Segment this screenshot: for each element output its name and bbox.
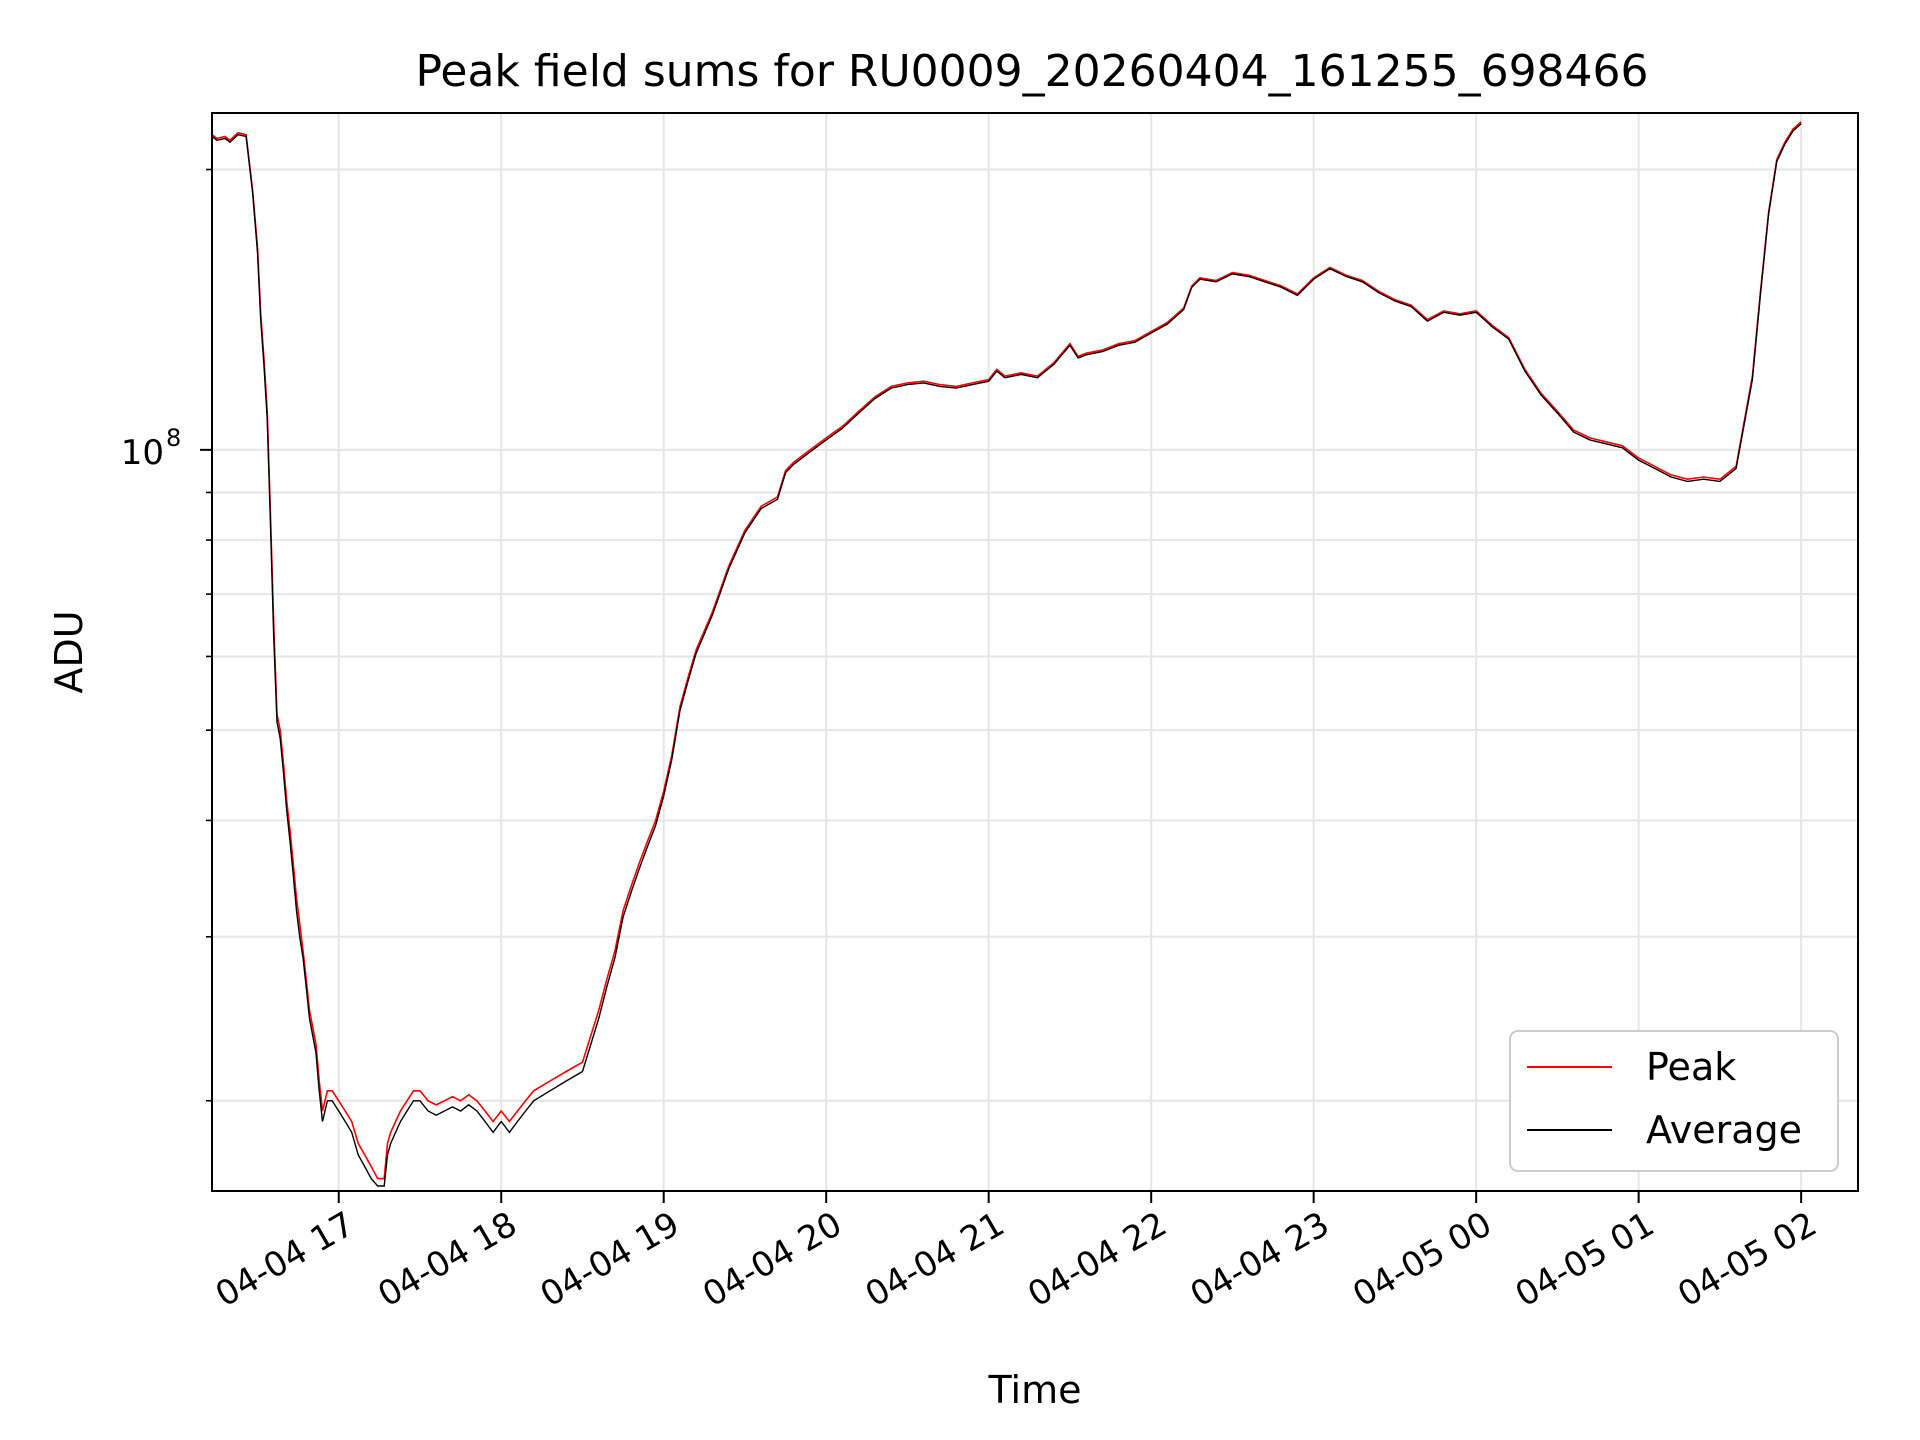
plot-frame	[211, 112, 1859, 1192]
y-tick-label-base: 10	[121, 433, 164, 473]
y-tick-label-exponent: 8	[166, 424, 181, 452]
legend: Peak Average	[1509, 1030, 1839, 1172]
x-axis-label: Time	[988, 1368, 1082, 1412]
chart-title: Peak field sums for RU0009_20260404_1612…	[415, 46, 1648, 97]
legend-average-label: Average	[1646, 1108, 1802, 1152]
series-average-line	[212, 123, 1802, 1187]
y-axis-label: ADU	[47, 610, 91, 693]
series-peak-line	[212, 121, 1802, 1180]
series-layer	[212, 121, 1802, 1187]
legend-peak-label: Peak	[1646, 1045, 1736, 1089]
